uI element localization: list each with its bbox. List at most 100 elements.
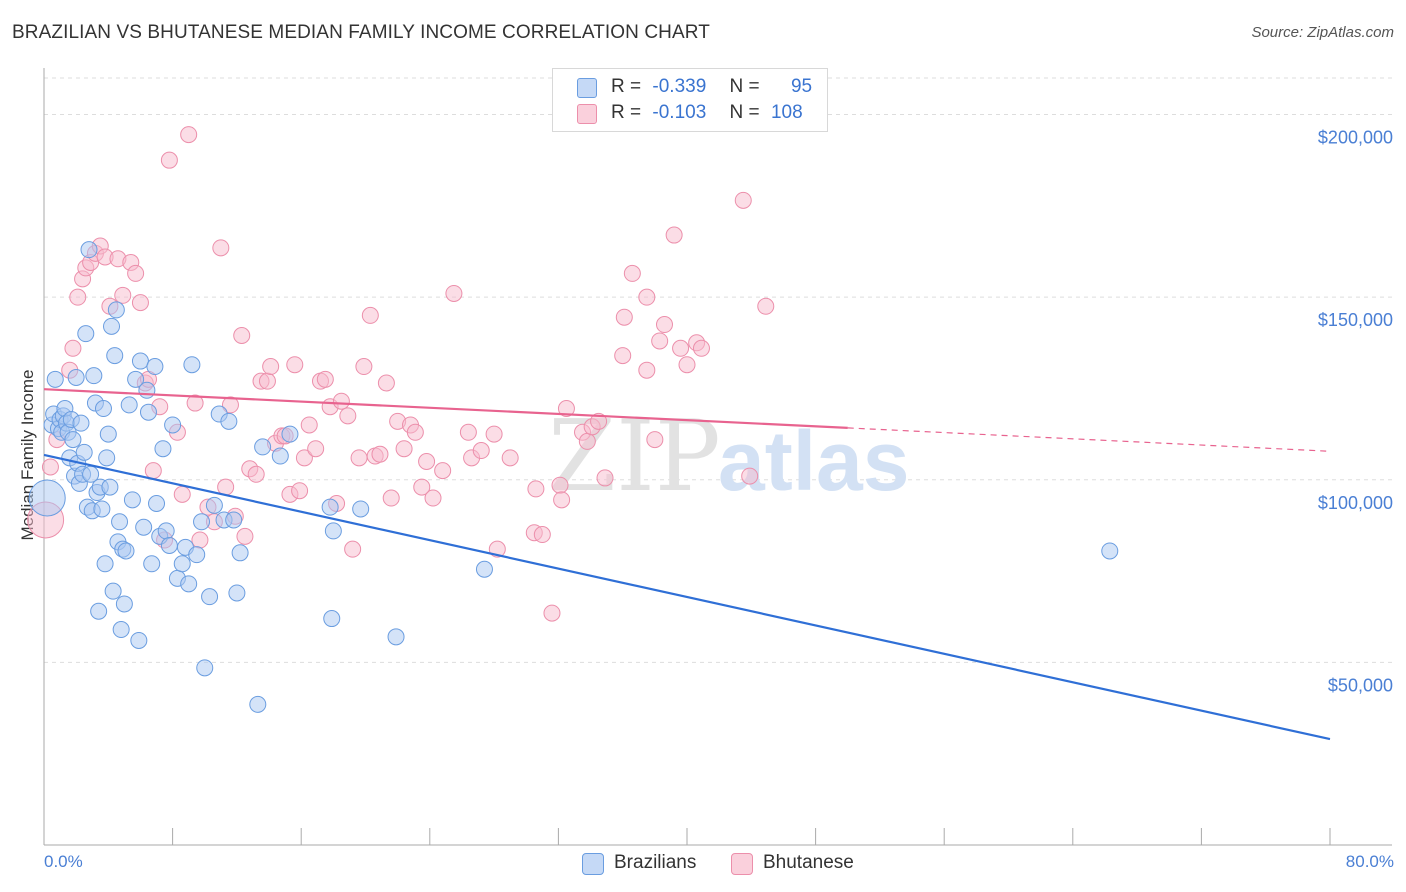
bhutanese-point	[623, 264, 641, 282]
brazilians-point	[143, 555, 161, 573]
brazilians-point	[85, 367, 103, 385]
bhutanese-trend-line	[43, 388, 848, 429]
bhutanese-point	[180, 126, 198, 144]
brazilians-point	[46, 370, 64, 388]
bhutanese-point	[41, 458, 59, 476]
brazilians-point	[324, 522, 342, 540]
bhutanese-point	[678, 356, 696, 374]
bhutanese-point	[191, 531, 209, 549]
n-label: N =	[729, 102, 760, 123]
brazilians-point	[94, 400, 112, 418]
bhutanese-point	[286, 356, 304, 374]
y-tick-label: $100,000	[1318, 493, 1393, 513]
brazilians-point	[323, 610, 341, 628]
bhutanese-point	[614, 347, 632, 365]
brazilians-point	[72, 414, 90, 432]
brazilians-point	[75, 443, 93, 461]
brazilians-point	[67, 368, 85, 386]
brazilians-points	[28, 241, 1119, 713]
bhutanese-point	[291, 482, 309, 500]
brazilians-legend-swatch	[582, 853, 604, 875]
bhutanese-point	[665, 226, 683, 244]
y-tick-label: $150,000	[1318, 310, 1393, 330]
brazilians-point	[180, 575, 198, 593]
brazilians-point	[205, 496, 223, 514]
brazilians-point	[28, 479, 66, 517]
bhutanese-point	[221, 396, 239, 414]
brazilians-point	[475, 560, 493, 578]
brazilians-point	[80, 241, 98, 259]
brazilians-point	[117, 542, 135, 560]
brazilians-point	[104, 582, 122, 600]
brazilians-point	[106, 347, 124, 365]
bhutanese-point	[543, 604, 561, 622]
bhutanese-point	[424, 489, 442, 507]
bhutanese-point	[382, 489, 400, 507]
bhutanese-point	[144, 462, 162, 480]
brazilians-point	[107, 301, 125, 319]
brazilians-point	[99, 425, 117, 443]
brazilians-point	[112, 621, 130, 639]
brazilians-point	[173, 555, 191, 573]
bhutanese-point	[651, 332, 669, 350]
bhutanese-point	[350, 449, 368, 467]
watermark-atlas: atlas	[718, 414, 909, 508]
brazilians-point	[138, 381, 156, 399]
stats-legend: R = -0.339 N = 95 R = -0.103 N = 108	[552, 68, 828, 132]
watermark: ZIP atlas	[548, 400, 909, 514]
r-label: R =	[611, 102, 642, 123]
bhutanese-point	[233, 326, 251, 344]
bhutanese-points	[27, 126, 775, 622]
bhutanese-point	[377, 374, 395, 392]
bhutanese-point	[131, 294, 149, 312]
bhutanese-point	[672, 339, 690, 357]
brazilians-point	[64, 431, 82, 449]
bhutanese-point	[69, 288, 87, 306]
legend-label-bhutanese: Bhutanese	[763, 852, 854, 873]
bhutanese-point	[646, 431, 664, 449]
brazilians-point	[160, 537, 178, 555]
bhutanese-point	[395, 440, 413, 458]
bhutanese-point	[262, 358, 280, 376]
brazilians-point	[271, 447, 289, 465]
bhutanese-point	[692, 339, 710, 357]
bhutanese-point	[638, 361, 656, 379]
brazilians-point	[225, 511, 243, 529]
bhutanese-swatch	[577, 104, 597, 124]
brazilians-point	[157, 522, 175, 540]
brazilians-point	[154, 440, 172, 458]
bhutanese-point	[236, 527, 254, 545]
brazilians-point	[146, 358, 164, 376]
bhutanese-point	[553, 491, 571, 509]
n-value: 108	[770, 102, 803, 123]
brazilians-point	[98, 449, 116, 467]
brazilians-point	[93, 500, 111, 518]
bhutanese-point	[533, 526, 551, 544]
bhutanese-point	[741, 467, 759, 485]
brazilians-point	[183, 356, 201, 374]
trend-lines	[43, 388, 1331, 741]
bhutanese-point	[459, 423, 477, 441]
brazilians-point	[115, 595, 133, 613]
brazilians-point	[164, 416, 182, 434]
bhutanese-point	[485, 425, 503, 443]
source-credit: Source: ZipAtlas.com	[1251, 24, 1394, 41]
r-value: -0.339	[652, 76, 707, 97]
bhutanese-point	[527, 480, 545, 498]
brazilians-point	[131, 352, 149, 370]
r-value: -0.103	[652, 102, 707, 123]
brazilians-point	[249, 695, 267, 713]
bhutanese-point	[127, 264, 145, 282]
series-legend: Brazilians Bhutanese	[0, 852, 1406, 878]
brazilians-point	[90, 602, 108, 620]
bhutanese-point	[615, 308, 633, 326]
brazilians-point	[193, 513, 211, 531]
bhutanese-point	[355, 358, 373, 376]
axes	[43, 68, 1392, 846]
x-tick-max: 80.0%	[1345, 852, 1394, 871]
brazilians-point	[135, 518, 153, 536]
bhutanese-point	[64, 339, 82, 357]
bhutanese-point	[557, 400, 575, 418]
brazilians-point	[130, 631, 148, 649]
